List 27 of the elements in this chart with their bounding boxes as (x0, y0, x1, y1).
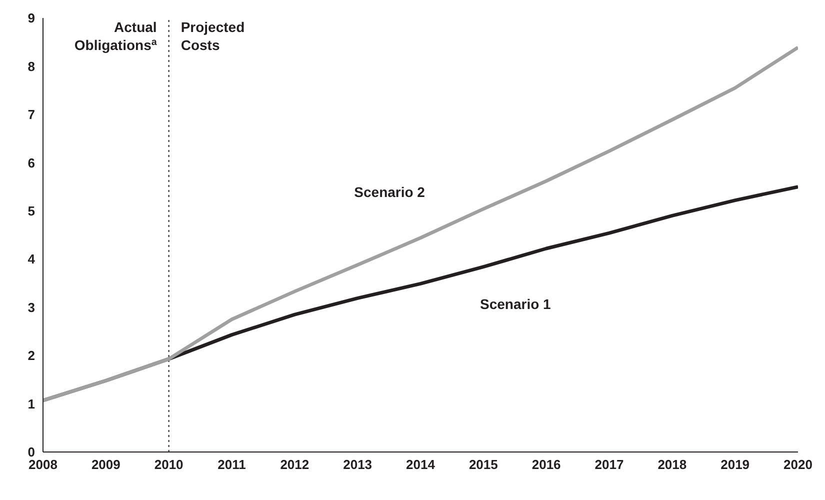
x-tick-label: 2008 (28, 457, 58, 472)
annotation: Actual Obligations$^{a}$ (74, 19, 158, 53)
x-tick-label: 2012 (280, 457, 310, 472)
y-tick-label: 0 (28, 444, 35, 460)
y-tick-label: 2 (28, 348, 35, 364)
y-tick-label: 1 (28, 396, 35, 412)
y-tick-label: 6 (28, 155, 35, 170)
x-tick-label: 2018 (658, 457, 687, 472)
y-tick-label: 9 (28, 10, 35, 26)
y-tick-label: 7 (28, 107, 35, 122)
x-tick-label: 2010 (154, 457, 184, 472)
x-tick-label: 2014 (406, 457, 436, 472)
x-tick-label: 2019 (720, 457, 750, 472)
x-tick-label: 2017 (594, 457, 624, 472)
x-tick-label: 2009 (91, 457, 120, 472)
x-tick-label: 2011 (218, 457, 246, 472)
x-tick-label: 2013 (343, 457, 372, 472)
y-tick-label: 8 (28, 58, 35, 74)
y-tick-label: 4 (28, 252, 36, 267)
annotation: Projected Costs (180, 19, 245, 53)
text: Scenario 2 (354, 184, 426, 200)
y-tick-label: 5 (28, 204, 35, 219)
x-tick-label: 2020 (784, 457, 812, 472)
x-tick-label: 2016 (532, 457, 561, 472)
series-label: Scenario 1 (480, 296, 552, 312)
y-tick-label: 3 (28, 300, 35, 315)
x-tick-label: 2015 (468, 457, 498, 472)
